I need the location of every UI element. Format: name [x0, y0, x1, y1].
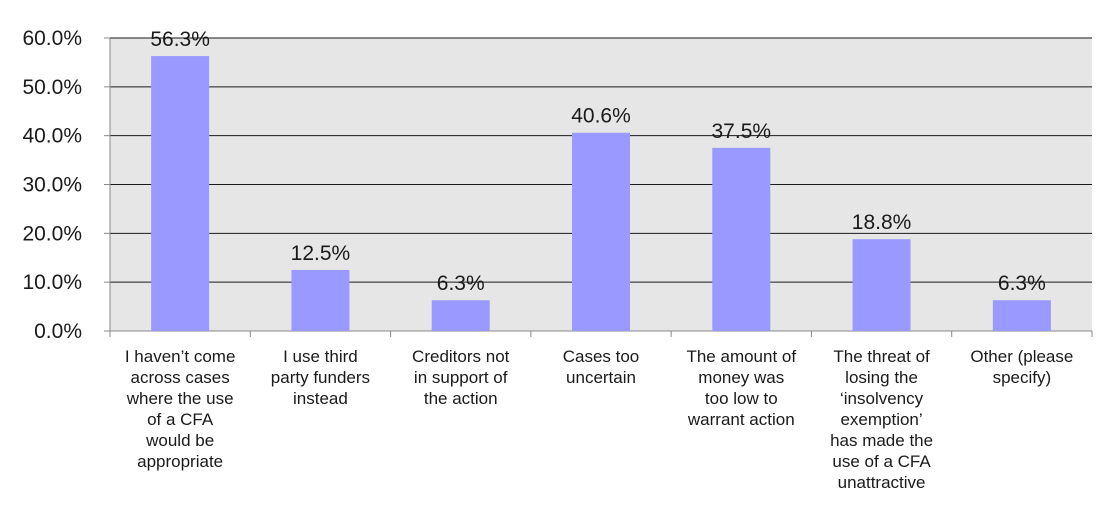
x-category-label-line: instead — [293, 389, 348, 408]
x-category-label-line: exemption’ — [840, 410, 922, 429]
y-tick-label: 30.0% — [22, 174, 82, 197]
y-tick-label: 60.0% — [22, 27, 82, 50]
x-category-label-line: I use third — [283, 347, 358, 366]
x-category-label: The amount of money was too low to warrant … — [686, 347, 796, 429]
x-category-label-line: party funders — [271, 368, 370, 387]
data-label: 6.3% — [437, 272, 485, 295]
x-category-label-line: I haven’t come — [125, 347, 236, 366]
bar — [291, 269, 350, 331]
data-label: 56.3% — [150, 28, 210, 51]
x-category-label-line: unattractive — [838, 473, 926, 492]
bar — [712, 147, 771, 331]
x-category-label-line: money was — [698, 368, 784, 387]
x-category-label-line: Cases too — [563, 347, 640, 366]
x-category-label: I use third party funders instead — [271, 347, 370, 408]
x-category-label-line: Other (please — [970, 347, 1073, 366]
x-category-label-line: of a CFA — [147, 410, 214, 429]
bar — [992, 300, 1051, 331]
x-category-label-line: has made the — [830, 431, 933, 450]
x-category-label-line: would be — [145, 431, 214, 450]
y-tick-label: 50.0% — [22, 76, 82, 99]
bar — [151, 56, 210, 332]
y-tick-label: 0.0% — [34, 320, 82, 343]
x-category-label-line: in support of — [414, 368, 508, 387]
x-category-label: Creditors not in support of the action — [412, 347, 510, 408]
y-tick-label: 20.0% — [22, 222, 82, 245]
data-label: 12.5% — [291, 242, 351, 265]
bar — [431, 300, 490, 331]
x-category-label-line: The threat of — [833, 347, 930, 366]
x-category-label-line: across cases — [131, 368, 230, 387]
x-category-label-line: losing the — [845, 368, 918, 387]
x-category-label: The threat of losing the ‘insolvency exempt… — [830, 347, 933, 492]
data-label: 37.5% — [712, 120, 772, 143]
x-category-label: Cases too uncertain — [563, 347, 640, 387]
x-category-label-line: ‘insolvency — [840, 389, 924, 408]
x-category-label-line: the action — [424, 389, 498, 408]
data-label: 18.8% — [852, 211, 912, 234]
x-category-label-line: warrant action — [687, 410, 795, 429]
data-label: 6.3% — [998, 272, 1046, 295]
y-tick-label: 10.0% — [22, 271, 82, 294]
y-tick-label: 40.0% — [22, 125, 82, 148]
x-category-label-line: use of a CFA — [832, 452, 931, 471]
x-category-label-line: The amount of — [686, 347, 796, 366]
x-category-label-line: too low to — [705, 389, 778, 408]
x-category-label-line: where the use — [126, 389, 234, 408]
x-category-label-line: uncertain — [566, 368, 636, 387]
x-category-label-line: appropriate — [137, 452, 223, 471]
bar — [572, 132, 630, 331]
data-label: 40.6% — [571, 105, 631, 128]
x-category-label: Other (please specify) — [970, 347, 1073, 387]
bar — [852, 239, 911, 331]
x-category-label-line: specify) — [993, 368, 1052, 387]
x-category-label: I haven’t come across cases where the use o… — [125, 347, 236, 471]
x-category-label-line: Creditors not — [412, 347, 510, 366]
